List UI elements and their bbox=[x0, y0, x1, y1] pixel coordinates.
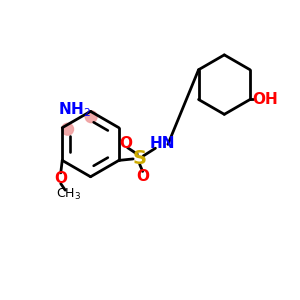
Circle shape bbox=[85, 111, 97, 123]
Text: CH$_3$: CH$_3$ bbox=[56, 187, 81, 202]
Text: HN: HN bbox=[149, 136, 175, 151]
Text: O: O bbox=[136, 169, 149, 184]
Text: OH: OH bbox=[253, 92, 278, 107]
Text: NH$_2$: NH$_2$ bbox=[58, 100, 91, 119]
Text: O: O bbox=[119, 136, 132, 151]
Text: S: S bbox=[133, 149, 147, 168]
Circle shape bbox=[61, 123, 74, 135]
Text: O: O bbox=[54, 171, 67, 186]
